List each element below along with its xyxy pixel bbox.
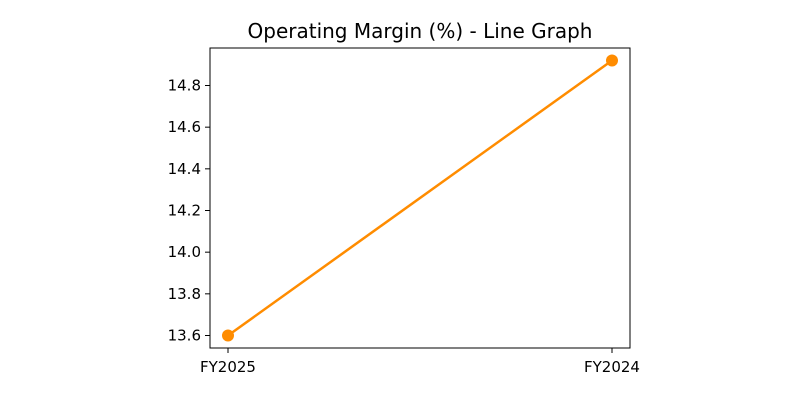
x-tick-label: FY2025 <box>200 358 256 376</box>
y-tick-label: 14.4 <box>168 160 201 178</box>
plot-frame <box>209 47 631 349</box>
y-tick-label: 13.6 <box>168 327 201 345</box>
x-axis: FY2025 FY2024 <box>200 348 640 376</box>
y-tick-label: 14.8 <box>168 77 201 95</box>
data-point <box>222 329 234 342</box>
y-tick-label: 14.2 <box>168 202 201 220</box>
y-tick-label: 14.6 <box>168 118 201 136</box>
y-axis: 13.6 13.8 14.0 14.2 14.4 14.6 14.8 <box>168 77 210 345</box>
series-layer <box>222 54 618 342</box>
series-line <box>227 59 613 337</box>
data-point <box>606 54 618 67</box>
x-tick-label: FY2024 <box>584 358 640 376</box>
y-tick-label: 13.8 <box>168 285 201 303</box>
chart-title: Operating Margin (%) - Line Graph <box>248 19 593 43</box>
y-tick-label: 14.0 <box>168 243 201 261</box>
